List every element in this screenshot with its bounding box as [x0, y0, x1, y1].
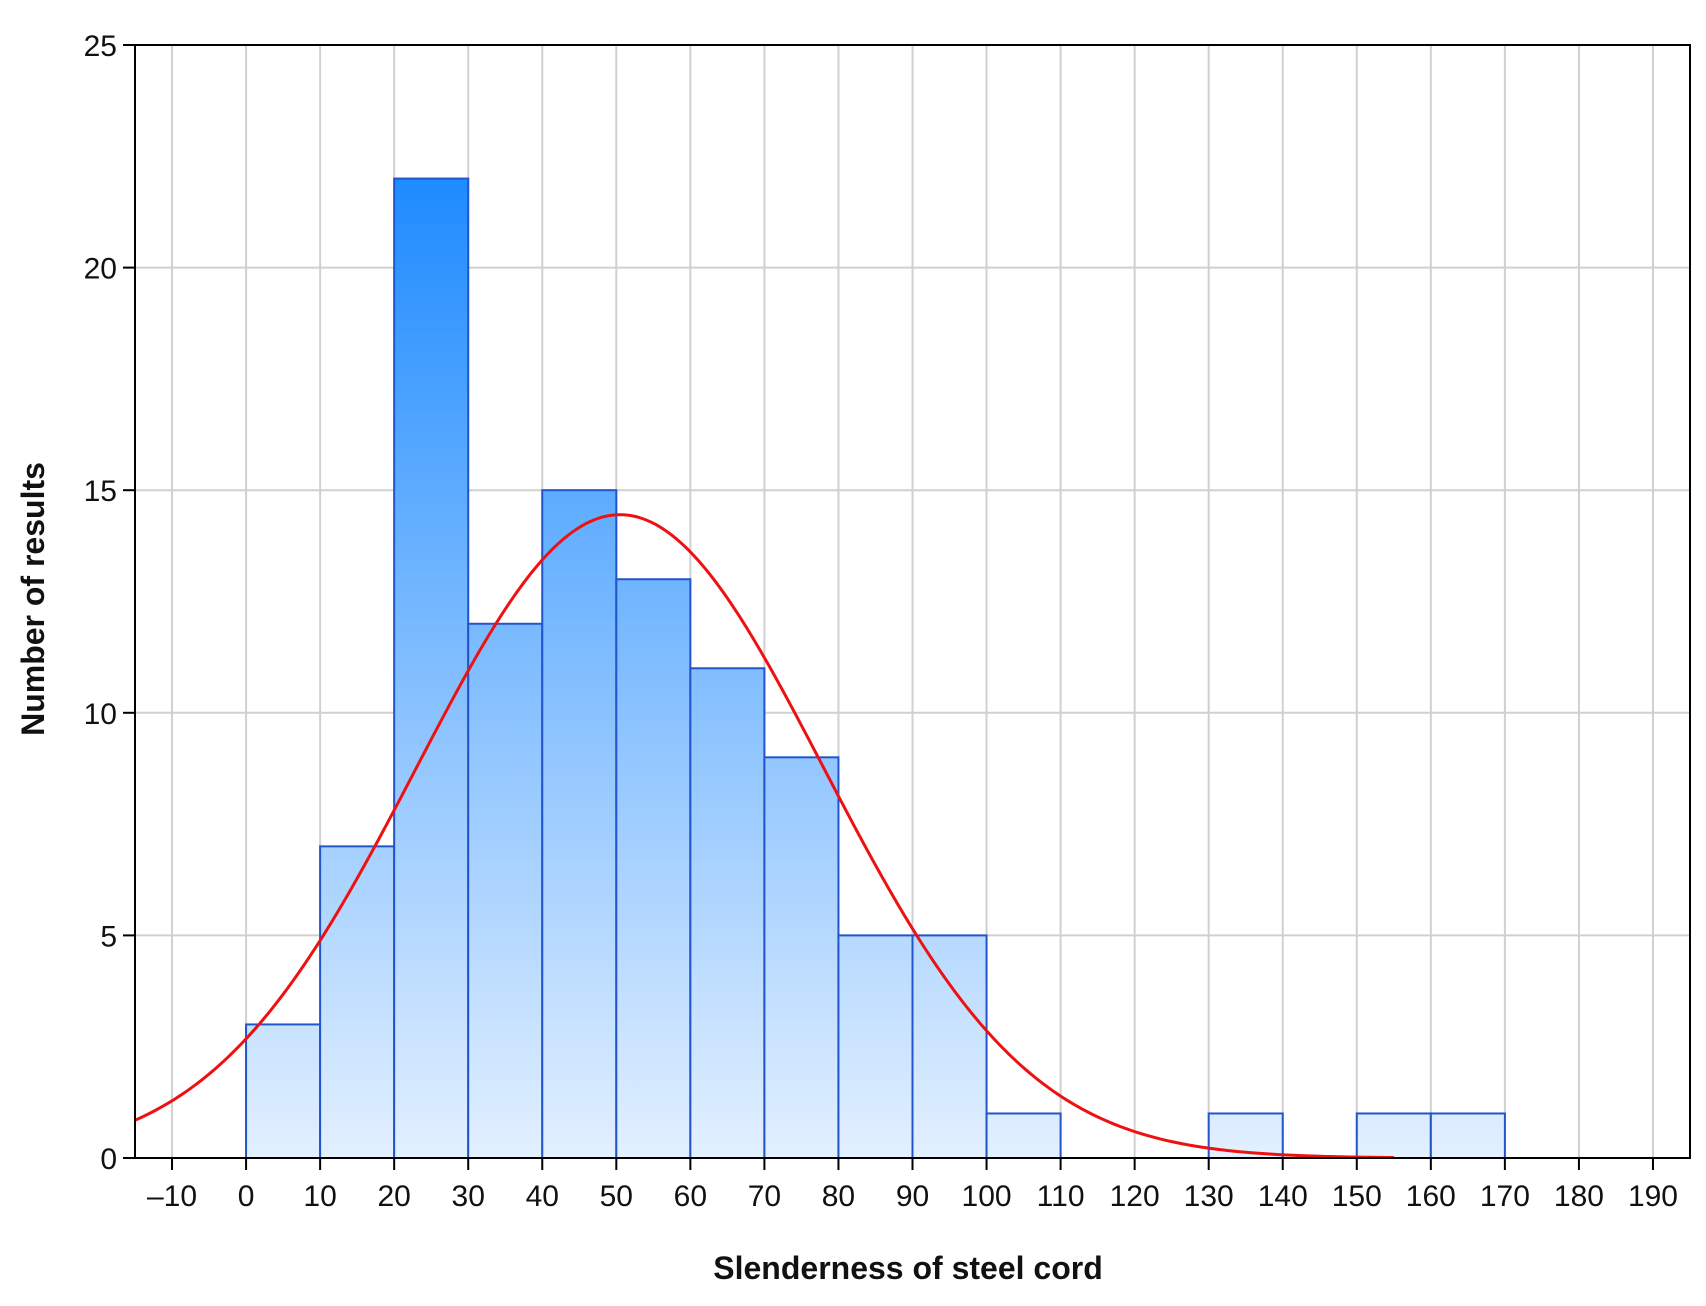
y-tick-label: 20	[84, 253, 117, 286]
y-tick-label: 0	[100, 1143, 117, 1176]
y-axis-ticks: 0 5 10 15 20 25	[84, 30, 135, 1176]
x-tick-label: 190	[1628, 1180, 1678, 1213]
x-tick-label: 130	[1184, 1180, 1234, 1213]
x-axis-ticks: –10 0 10 20 30 40 50 60 70 80 90 100 110 120 130 140 150…	[147, 1158, 1678, 1213]
x-tick-label: 80	[822, 1180, 855, 1213]
x-tick-label: 70	[748, 1180, 781, 1213]
histogram-bar-10-20	[319, 845, 396, 1159]
x-tick-label: 50	[600, 1180, 633, 1213]
x-tick-label: 110	[1037, 1180, 1085, 1213]
histogram-bar-20-30	[393, 177, 470, 1159]
x-tick-label: 90	[896, 1180, 929, 1213]
x-tick-label: 20	[377, 1180, 410, 1213]
histogram-bar-90-100	[911, 934, 988, 1160]
y-tick-label: 10	[84, 698, 117, 731]
histogram-bar-40-50	[541, 489, 618, 1159]
x-tick-label: 100	[962, 1180, 1012, 1213]
x-tick-label: 0	[238, 1180, 255, 1213]
x-tick-label: 160	[1406, 1180, 1456, 1213]
y-tick-label: 5	[100, 920, 117, 953]
x-axis-title: Slenderness of steel cord	[713, 1250, 1102, 1286]
x-tick-label: –10	[147, 1180, 197, 1213]
histogram-bar-160-170	[1429, 1112, 1506, 1159]
histogram-bar-70-80	[763, 756, 840, 1159]
x-tick-label: 180	[1554, 1180, 1604, 1213]
normal-fit-curve	[134, 513, 1394, 1160]
histogram-bar-50-60	[615, 578, 692, 1159]
histogram-bar-0-10	[245, 1023, 322, 1159]
x-tick-label: 60	[674, 1180, 707, 1213]
x-tick-label: 140	[1258, 1180, 1308, 1213]
histogram-bar-100-110	[985, 1112, 1062, 1159]
x-tick-label: 170	[1480, 1180, 1530, 1213]
histogram-bars	[245, 177, 1506, 1160]
x-tick-label: 150	[1332, 1180, 1382, 1213]
x-tick-label: 10	[303, 1180, 336, 1213]
histogram-bar-30-40	[467, 622, 544, 1159]
histogram-bar-150-160	[1355, 1112, 1432, 1159]
y-axis-title: Number of results	[15, 462, 51, 736]
histogram-bar-60-70	[689, 667, 766, 1160]
x-tick-label: 40	[526, 1180, 559, 1213]
histogram-bar-80-90	[837, 934, 914, 1160]
histogram-bar-130-140	[1207, 1112, 1284, 1159]
x-tick-label: 120	[1110, 1180, 1160, 1213]
normal-curve-path	[134, 513, 1394, 1160]
x-tick-label: 30	[452, 1180, 485, 1213]
y-tick-label: 15	[84, 475, 117, 508]
y-tick-label: 25	[84, 30, 117, 63]
